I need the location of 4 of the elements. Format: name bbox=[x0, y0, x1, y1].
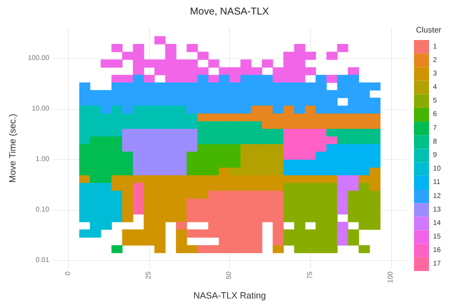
x-axis-title: NASA-TLX Rating bbox=[193, 290, 266, 300]
legend-title: Cluster bbox=[416, 26, 442, 34]
y-axis-title: Move Time (sec.) bbox=[8, 114, 18, 183]
chart-title: Move, NASA-TLX bbox=[190, 6, 270, 18]
